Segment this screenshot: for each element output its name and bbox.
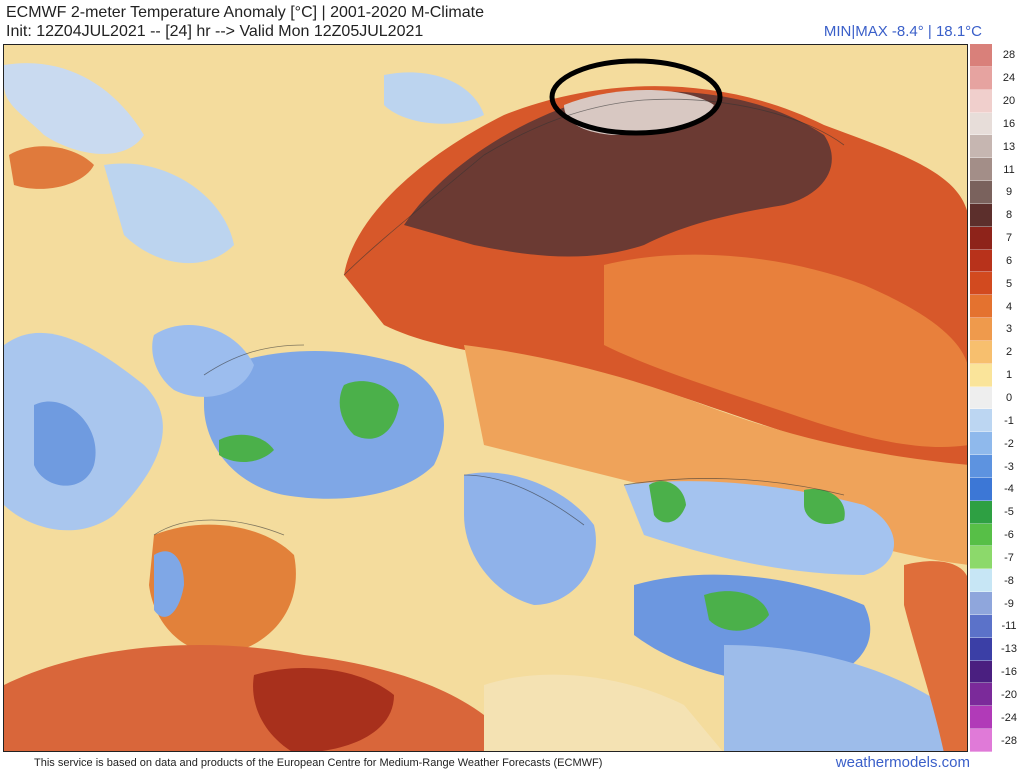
colorbar-swatch — [970, 340, 992, 364]
colorbar-label: 6 — [1005, 254, 1013, 267]
colorbar-label: -3 — [1004, 460, 1014, 473]
chart-subtitle: Init: 12Z04JUL2021 -- [24] hr --> Valid … — [6, 23, 424, 40]
colorbar-swatch — [970, 363, 992, 387]
colorbar-label: -4 — [1004, 483, 1014, 496]
colorbar-swatch — [970, 569, 992, 593]
colorbar-label: 3 — [1005, 323, 1013, 336]
colorbar-swatch — [970, 112, 992, 136]
colorbar-label: 16 — [1002, 117, 1016, 130]
colorbar-swatch — [970, 409, 992, 433]
colorbar-swatch — [970, 386, 992, 410]
middle-east-warm-edge — [904, 561, 967, 751]
anatolia-green-cool — [704, 591, 769, 631]
temperature-colorbar: 28 24 20 16 13 11 9 8 7 6 5 4 3 2 1 0 -1 -2 -3 -4 -5 -6 -7 -8 -9… — [970, 44, 1024, 752]
highlight-ellipse — [549, 58, 723, 136]
colorbar-label: -5 — [1004, 506, 1014, 519]
colorbar-label: -28 — [1001, 734, 1017, 747]
colorbar-swatch — [970, 523, 992, 547]
colorbar-swatch — [970, 683, 992, 707]
ukraine-green-cool — [649, 481, 686, 523]
colorbar-swatch — [970, 432, 992, 456]
colorbar-label: -8 — [1004, 574, 1014, 587]
map-canvas — [4, 45, 967, 751]
temperature-anomaly-map — [3, 44, 968, 752]
colorbar-label: 13 — [1002, 140, 1016, 153]
caucasus-green-cool — [804, 489, 845, 525]
atlantic-cool-anomaly-4 — [104, 163, 234, 264]
brittany-green-cool — [219, 434, 274, 462]
russia-warm-anomaly — [604, 254, 967, 447]
colorbar-label: 5 — [1005, 277, 1013, 290]
colorbar-label: -16 — [1001, 666, 1017, 679]
atlantic-cool-anomaly-3 — [4, 63, 144, 154]
colorbar-swatch — [970, 706, 992, 730]
colorbar-label: -2 — [1004, 437, 1014, 450]
colorbar-swatch — [970, 546, 992, 570]
colorbar-swatch — [970, 477, 992, 501]
colorbar-label: -1 — [1004, 414, 1014, 427]
colorbar-label: 7 — [1005, 232, 1013, 245]
colorbar-swatch — [970, 318, 992, 341]
lapland-peak-anomaly — [564, 90, 714, 135]
colorbar-label: 9 — [1005, 186, 1013, 199]
brand-link[interactable]: weathermodels.com — [835, 754, 970, 771]
colorbar-swatch — [970, 500, 992, 524]
chart-title: ECMWF 2-meter Temperature Anomaly [°C] |… — [6, 4, 484, 21]
colorbar-label: -7 — [1004, 551, 1014, 564]
benelux-green-cool — [339, 381, 399, 439]
north-sea-cool — [384, 72, 484, 124]
colorbar-label: 24 — [1002, 72, 1016, 85]
sahara-neutral — [484, 674, 723, 751]
iceland-warm-anomaly — [9, 146, 94, 189]
colorbar-label: 28 — [1002, 49, 1016, 62]
colorbar-swatch — [970, 637, 992, 661]
colorbar-label: 0 — [1005, 392, 1013, 404]
colorbar-label: 1 — [1005, 369, 1013, 382]
iberia-west-cool — [154, 551, 184, 617]
algeria-hot-anomaly — [253, 667, 394, 751]
balkans-cool-anomaly — [464, 472, 596, 605]
middle-east-cool — [724, 645, 944, 751]
colorbar-swatch — [970, 660, 992, 684]
colorbar-label: 11 — [1003, 163, 1015, 176]
colorbar-label: -9 — [1004, 597, 1014, 610]
colorbar-swatch — [970, 272, 992, 296]
data-source-disclaimer: This service is based on data and produc… — [34, 757, 603, 769]
colorbar-swatch — [970, 203, 992, 227]
colorbar-label: -24 — [1001, 711, 1017, 724]
colorbar-swatch — [970, 249, 992, 273]
iberia-warm-anomaly — [149, 524, 296, 655]
colorbar-label: -6 — [1004, 529, 1014, 542]
colorbar-label: -20 — [1001, 688, 1017, 701]
colorbar-swatch — [970, 592, 992, 615]
colorbar-label: 2 — [1005, 346, 1013, 359]
colorbar-swatch — [970, 89, 992, 113]
colorbar-swatch — [970, 135, 992, 159]
fennoscandia-extreme-anomaly — [404, 91, 832, 257]
colorbar-swatch — [970, 295, 992, 319]
colorbar-label: -11 — [1001, 620, 1017, 633]
colorbar-swatch — [970, 226, 992, 250]
min-max-readout: MIN|MAX -8.4° | 18.1°C — [823, 23, 982, 40]
colorbar-label: 8 — [1005, 209, 1013, 222]
colorbar-swatch — [970, 44, 992, 67]
atlantic-cool-anomaly-2 — [34, 401, 96, 486]
colorbar-swatch — [970, 729, 992, 752]
colorbar-swatch — [970, 181, 992, 204]
uk-cool-anomaly — [152, 325, 254, 397]
colorbar-swatch — [970, 158, 992, 182]
colorbar-swatch — [970, 66, 992, 90]
colorbar-swatch — [970, 455, 992, 478]
colorbar-swatch — [970, 614, 992, 638]
colorbar-label: 20 — [1002, 95, 1016, 108]
colorbar-label: 4 — [1005, 300, 1013, 313]
colorbar-label: -13 — [1001, 643, 1017, 656]
